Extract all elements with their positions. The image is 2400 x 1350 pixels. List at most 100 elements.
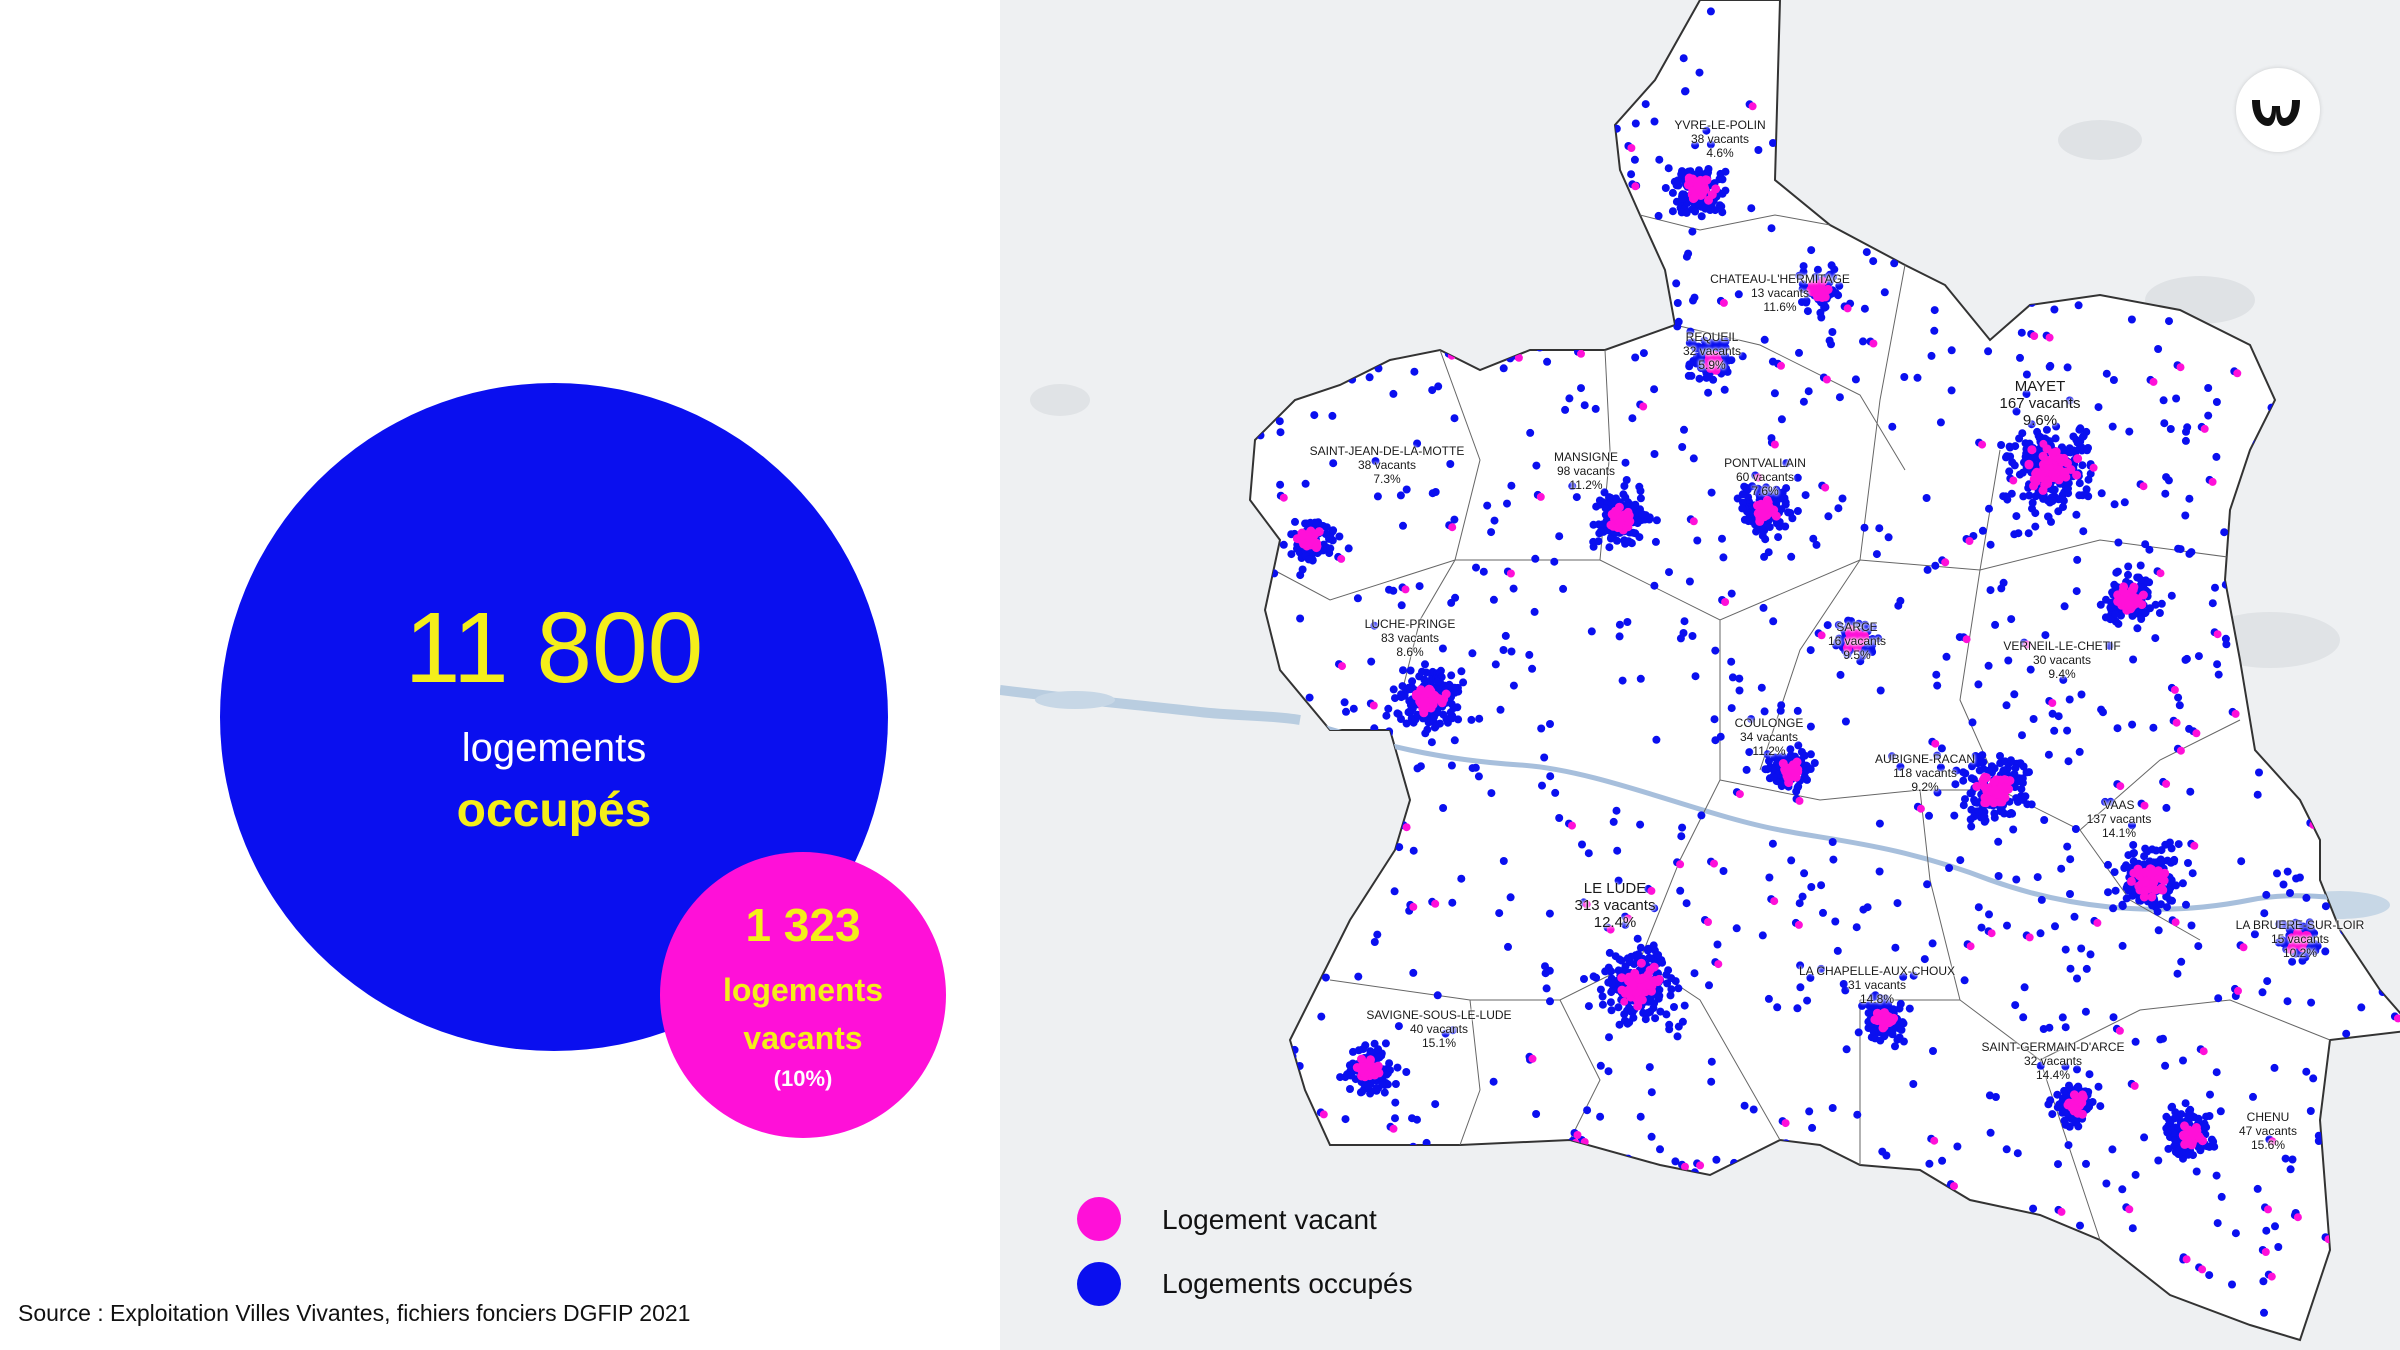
- housing-dot: [1420, 675, 1429, 684]
- housing-dot: [1441, 1029, 1450, 1038]
- housing-dot: [2286, 1165, 2295, 1174]
- housing-dot: [1706, 7, 1715, 16]
- town-label: LA CHAPELLE-AUX-CHOUX 31 vacants 14.8%: [1799, 964, 1955, 1006]
- housing-dot: [1817, 631, 1826, 640]
- housing-dot: [1966, 815, 1975, 824]
- housing-dot: [1365, 373, 1374, 382]
- town-label-name: SAINT-GERMAIN-D'ARCE: [1981, 1040, 2125, 1054]
- town-label: CHENU 47 vacants 15.6%: [2239, 1110, 2297, 1152]
- town-label-pct: 12.4%: [1593, 914, 1637, 931]
- housing-dot: [2078, 1090, 2087, 1100]
- housing-dot: [1985, 504, 1993, 513]
- housing-dot: [2012, 512, 2021, 521]
- housing-dot: [1707, 1057, 1716, 1066]
- housing-dot: [2168, 1102, 2177, 1111]
- housing-dot: [1930, 326, 1939, 335]
- town-label-pct: 5.9%: [1698, 358, 1726, 372]
- town-label-pct: 9.4%: [2048, 667, 2076, 681]
- housing-dot: [1606, 998, 1615, 1007]
- housing-dot: [1496, 705, 1505, 714]
- housing-dot: [1978, 440, 1987, 449]
- housing-dot: [2302, 1067, 2311, 1076]
- housing-dot: [2181, 511, 2190, 520]
- vacant-label-line1: logements: [722, 972, 884, 1008]
- housing-dot: [2176, 545, 2185, 554]
- housing-dot: [2066, 855, 2075, 864]
- housing-dot: [2129, 849, 2138, 858]
- town-label-vacants: 40 vacants: [1409, 1022, 1469, 1036]
- housing-dot: [1760, 335, 1769, 344]
- housing-dot: [2061, 1062, 2070, 1071]
- housing-dot: [1654, 951, 1663, 959]
- housing-dot: [1577, 384, 1585, 393]
- housing-dot: [1749, 1105, 1758, 1114]
- housing-dot: [2255, 768, 2263, 777]
- housing-dot: [1631, 353, 1640, 362]
- housing-dot: [2033, 873, 2042, 882]
- housing-dot: [2060, 467, 2070, 477]
- housing-dot: [1671, 1157, 1680, 1166]
- housing-dot: [1489, 1077, 1498, 1086]
- housing-dot: [1987, 929, 1996, 938]
- housing-dot: [1546, 772, 1555, 781]
- housing-dot: [1604, 978, 1613, 987]
- housing-dot: [2109, 376, 2118, 384]
- housing-dot: [1885, 1017, 1895, 1027]
- housing-dot: [1735, 686, 1744, 695]
- housing-dot: [1711, 646, 1720, 655]
- housing-dot: [1561, 405, 1570, 414]
- housing-dot: [2131, 1170, 2140, 1179]
- town-label-pct: 14.1%: [2101, 826, 2137, 840]
- housing-dot: [1696, 1161, 1705, 1170]
- housing-dot: [1450, 683, 1459, 692]
- housing-dot: [1413, 439, 1422, 448]
- housing-dot: [2114, 619, 2123, 628]
- housing-dot: [2021, 792, 2030, 801]
- housing-dot: [1457, 874, 1466, 883]
- housing-dot: [1813, 265, 1822, 274]
- housing-dot: [1647, 1132, 1656, 1141]
- housing-dot: [1319, 1110, 1328, 1119]
- housing-dot: [2007, 615, 2016, 624]
- housing-dot: [1941, 558, 1950, 567]
- housing-dot: [1674, 984, 1683, 993]
- housing-dot: [2309, 1074, 2318, 1083]
- housing-dot: [2012, 407, 2021, 416]
- housing-dot: [1951, 780, 1960, 789]
- housing-dot: [1801, 491, 1810, 500]
- housing-dot: [1665, 568, 1673, 577]
- housing-dot: [2161, 1061, 2170, 1070]
- housing-dot: [2011, 764, 2020, 773]
- housing-dot: [1406, 666, 1415, 675]
- housing-dot: [1875, 524, 1884, 533]
- town-label-vacants: 15 vacants: [2270, 932, 2330, 946]
- housing-dot: [2012, 875, 2021, 884]
- housing-dot: [1364, 1081, 1373, 1090]
- housing-dot: [1942, 652, 1951, 661]
- housing-dot: [1620, 482, 1629, 490]
- town-label-pct: 11.2%: [1752, 744, 1786, 758]
- housing-dot: [1909, 971, 1918, 980]
- housing-dot: [2118, 1185, 2127, 1194]
- housing-dot: [2018, 731, 2026, 740]
- housing-dot: [1851, 375, 1860, 384]
- housing-dot: [2101, 613, 2110, 622]
- housing-dot: [1457, 667, 1466, 676]
- housing-dot: [1475, 714, 1484, 723]
- housing-dot: [1691, 141, 1700, 150]
- housing-dot: [1621, 458, 1630, 467]
- town-label-vacants: 98 vacants: [1556, 464, 1616, 478]
- housing-dot: [1546, 720, 1554, 728]
- housing-dot: [1777, 361, 1785, 370]
- housing-dot: [2357, 1003, 2366, 1012]
- housing-dot: [1718, 175, 1727, 184]
- housing-dot: [1711, 206, 1720, 215]
- housing-dot: [1973, 798, 1982, 807]
- housing-dot: [2139, 482, 2148, 491]
- housing-dot: [1612, 806, 1621, 815]
- town-label: COULONGE 34 vacants 11.2%: [1735, 716, 1804, 758]
- legend-occupied-label: Logements occupés: [1162, 1268, 1413, 1299]
- housing-dot: [1820, 301, 1829, 310]
- housing-dot: [1767, 224, 1776, 233]
